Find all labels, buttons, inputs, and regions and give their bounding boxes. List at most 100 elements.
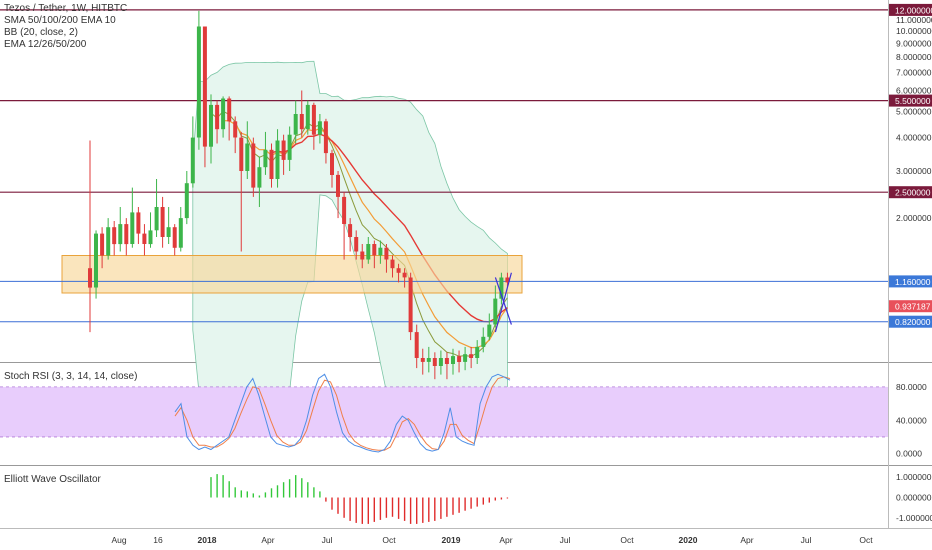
candle-body bbox=[475, 346, 480, 358]
candle-body bbox=[499, 277, 504, 299]
time-axis-label: Aug bbox=[111, 535, 126, 545]
candle-body bbox=[190, 137, 195, 184]
price-axis-label: 8.000000 bbox=[896, 52, 932, 62]
candle-body bbox=[202, 26, 207, 147]
candle-body bbox=[354, 237, 359, 252]
trendline-drawing bbox=[494, 277, 512, 325]
candle-body bbox=[438, 358, 443, 366]
candle-body bbox=[118, 224, 123, 245]
candle-body bbox=[336, 174, 340, 197]
time-axis-label: Oct bbox=[859, 535, 873, 545]
candle-body bbox=[408, 277, 413, 333]
candle-body bbox=[305, 104, 310, 130]
candle-body bbox=[366, 244, 371, 260]
time-axis-label: Oct bbox=[382, 535, 396, 545]
candle-body bbox=[209, 104, 213, 147]
time-axis-label: 2018 bbox=[198, 535, 217, 545]
ewo-axis-label: -1.000000 bbox=[896, 513, 932, 523]
candle-body bbox=[481, 336, 486, 347]
price-axis-label: 4.000000 bbox=[896, 133, 932, 143]
price-axis-label: 7.000000 bbox=[896, 68, 932, 78]
candle-body bbox=[463, 354, 468, 362]
price-axis-label: 2.000000 bbox=[896, 213, 932, 223]
stoch-rsi-label[interactable]: Stoch RSI (3, 3, 14, 14, close) bbox=[4, 371, 138, 382]
candle-body bbox=[317, 121, 322, 135]
candle-body bbox=[281, 140, 286, 160]
candle-body bbox=[257, 167, 262, 188]
candle-body bbox=[432, 358, 437, 366]
candle-body bbox=[263, 149, 268, 168]
candle-body bbox=[142, 233, 147, 244]
level-tag-label: 5.500000 bbox=[895, 96, 931, 106]
candle-body bbox=[100, 233, 105, 256]
candle-body bbox=[396, 268, 401, 273]
candle-body bbox=[402, 272, 407, 278]
candle-body bbox=[390, 259, 395, 269]
candle-body bbox=[287, 134, 292, 160]
candle-body bbox=[154, 207, 159, 231]
rsi-k-line bbox=[174, 373, 511, 453]
candle-body bbox=[311, 104, 316, 135]
candle-body bbox=[505, 277, 510, 283]
price-axis-label: 5.000000 bbox=[896, 107, 932, 117]
candle-body bbox=[221, 98, 226, 130]
candle-body bbox=[239, 137, 244, 171]
candle-body bbox=[414, 332, 419, 358]
indicator-bb[interactable]: BB (20, close, 2) bbox=[4, 27, 78, 38]
time-axis-label: 2019 bbox=[442, 535, 461, 545]
price-axis-label: 3.000000 bbox=[896, 166, 932, 176]
time-axis-label: 2020 bbox=[679, 535, 698, 545]
candle-body bbox=[360, 251, 365, 260]
candle-body bbox=[178, 218, 183, 248]
rsi-axis-label: 40.0000 bbox=[896, 415, 927, 425]
candle-body bbox=[172, 227, 177, 248]
candle-body bbox=[251, 143, 256, 188]
ewo-axis-label: 1.000000 bbox=[896, 472, 932, 482]
candle-body bbox=[299, 114, 304, 130]
price-tag bbox=[889, 275, 932, 288]
ewo-axis-label: 0.000000 bbox=[896, 493, 932, 503]
candle-body bbox=[293, 114, 298, 135]
candle-body bbox=[215, 104, 220, 130]
candle-body bbox=[323, 121, 328, 154]
rsi-band bbox=[0, 386, 888, 437]
candle-body bbox=[275, 140, 280, 179]
candle-body bbox=[166, 227, 171, 237]
price-tag-label: 1.160000 bbox=[895, 277, 931, 287]
candle-body bbox=[184, 183, 189, 219]
candle-body bbox=[160, 207, 165, 237]
candle-body bbox=[106, 227, 111, 256]
candle-body bbox=[348, 224, 353, 237]
indicator-sma[interactable]: SMA 50/100/200 EMA 10 bbox=[4, 15, 116, 26]
candle-body bbox=[426, 358, 431, 362]
candle-body bbox=[227, 98, 232, 122]
price-axis-label: 6.000000 bbox=[896, 86, 932, 96]
rsi-axis-label: 0.0000 bbox=[896, 449, 922, 459]
candle-body bbox=[487, 324, 492, 337]
candle-body bbox=[451, 356, 455, 364]
chart-title: Tezos / Tether, 1W, HITBTC bbox=[4, 3, 128, 14]
rsi-axis-label: 80.0000 bbox=[896, 382, 927, 392]
candle-body bbox=[130, 212, 135, 244]
time-axis-label: Jul bbox=[801, 535, 812, 545]
candle-body bbox=[94, 233, 98, 288]
chart-legend: Tezos / Tether, 1W, HITBTC SMA 50/100/20… bbox=[4, 3, 127, 51]
ewo-label[interactable]: Elliott Wave Oscillator bbox=[4, 474, 101, 485]
candle-body bbox=[469, 354, 474, 358]
level-tag bbox=[889, 3, 932, 16]
price-tag bbox=[889, 315, 932, 328]
indicator-ema[interactable]: EMA 12/26/50/200 bbox=[4, 39, 87, 50]
time-axis-label: Oct bbox=[620, 535, 634, 545]
level-tag bbox=[889, 186, 932, 199]
support-zone bbox=[61, 255, 523, 294]
candle-body bbox=[148, 230, 153, 245]
candle-body bbox=[420, 358, 425, 362]
price-axis-label: 10.000000 bbox=[896, 26, 932, 36]
price-tag-label: 0.820000 bbox=[895, 317, 931, 327]
candle-body bbox=[330, 153, 334, 175]
level-tag-label: 12.000000 bbox=[895, 5, 932, 15]
candle-body bbox=[196, 26, 201, 138]
level-tag-label: 2.500000 bbox=[895, 188, 931, 198]
candle-body bbox=[245, 143, 250, 171]
